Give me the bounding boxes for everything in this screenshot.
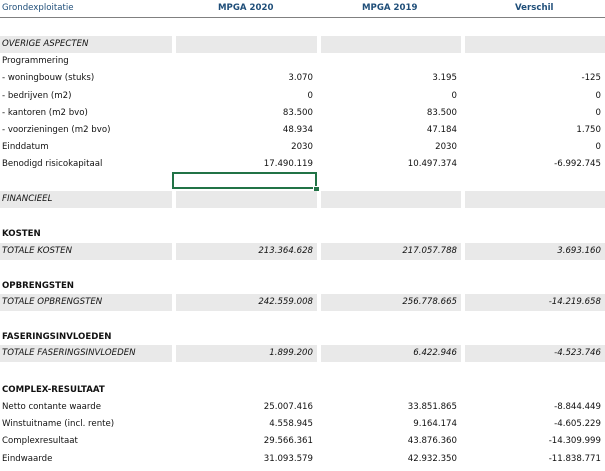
cell-label[interactable]: Eindwaarde	[2, 454, 53, 464]
table-row-netto-contante-waarde: Netto contante waarde 25.007.416 33.851.…	[0, 399, 605, 416]
cell-mpga-2020[interactable]: 83.500	[282, 108, 313, 118]
column-header-row: Grondexploitatie MPGA 2020 MPGA 2019 Ver…	[0, 0, 605, 17]
cell-verschil[interactable]	[461, 36, 605, 53]
cell-mpga-2019[interactable]: 217.057.788	[317, 243, 461, 260]
cell-mpga-2019[interactable]	[317, 36, 461, 53]
table-row-voorzieningen: - voorzieningen (m2 bvo) 48.934 47.184 1…	[0, 122, 605, 139]
cell-label[interactable]: Programmering	[2, 56, 69, 66]
cell-label[interactable]: Benodigd risicokapitaal	[2, 159, 103, 169]
cell-mpga-2020[interactable]: 213.364.628	[172, 243, 317, 260]
cell-mpga-2019[interactable]	[317, 191, 461, 208]
cell-verschil[interactable]: -14.309.999	[548, 436, 601, 446]
cell-mpga-2019[interactable]: 10.497.374	[407, 159, 457, 169]
cell-label[interactable]: - bedrijven (m2)	[2, 91, 72, 101]
cell-mpga-2020[interactable]	[172, 191, 317, 208]
table-row-totale-faseringsinvloeden: TOTALE FASERINGSINVLOEDEN 1.899.200 6.42…	[0, 345, 605, 362]
cell-verschil[interactable]: 0	[595, 91, 601, 101]
cell-mpga-2020[interactable]: 242.559.008	[172, 294, 317, 311]
table-row-totale-opbrengsten: TOTALE OPBRENGSTEN 242.559.008 256.778.6…	[0, 294, 605, 311]
table-row-woningbouw: - woningbouw (stuks) 3.070 3.195 -125	[0, 70, 605, 87]
table-row-einddatum: Einddatum 2030 2030 0	[0, 139, 605, 156]
cell-verschil[interactable]: -6.992.745	[554, 159, 601, 169]
cell-mpga-2020[interactable]: 31.093.579	[263, 454, 313, 464]
cell-mpga-2020[interactable]: 29.566.361	[263, 436, 313, 446]
selected-cell[interactable]	[172, 172, 317, 189]
cell-mpga-2020[interactable]: 3.070	[288, 73, 313, 83]
cell-label[interactable]: FASERINGSINVLOEDEN	[2, 332, 112, 342]
cell-mpga-2020[interactable]: 2030	[291, 142, 313, 152]
section-heading-complex-resultaat: COMPLEX-RESULTAAT	[0, 382, 605, 399]
cell-label[interactable]: - woningbouw (stuks)	[2, 73, 95, 83]
cell-mpga-2020[interactable]: 4.558.945	[269, 419, 313, 429]
cell-mpga-2020[interactable]	[172, 53, 317, 70]
cell-verschil[interactable]: 0	[595, 142, 601, 152]
cell-verschil[interactable]: -8.844.449	[554, 402, 601, 412]
cell-mpga-2019[interactable]: 43.876.360	[407, 436, 457, 446]
cell-verschil[interactable]: 3.693.160	[461, 243, 605, 260]
cell-mpga-2019[interactable]: 256.778.665	[317, 294, 461, 311]
header-mpga-2019[interactable]: MPGA 2019	[362, 3, 418, 13]
table-row-complexresultaat: Complexresultaat 29.566.361 43.876.360 -…	[0, 433, 605, 450]
cell-label[interactable]: TOTALE OPBRENGSTEN	[0, 294, 172, 311]
cell-mpga-2019[interactable]: 0	[451, 91, 457, 101]
cell-verschil[interactable]: -4.523.746	[461, 345, 605, 362]
cell-mpga-2019[interactable]: 33.851.865	[407, 402, 457, 412]
cell-mpga-2020[interactable]	[172, 36, 317, 53]
cell-mpga-2019[interactable]: 47.184	[426, 125, 457, 135]
cell-label[interactable]: KOSTEN	[2, 229, 41, 239]
cell-label[interactable]: Einddatum	[2, 142, 49, 152]
cell-mpga-2020[interactable]: 48.934	[282, 125, 313, 135]
cell-label[interactable]: OVERIGE ASPECTEN	[0, 36, 172, 53]
header-verschil[interactable]: Verschil	[515, 3, 554, 13]
cell-label[interactable]: FINANCIEEL	[0, 191, 172, 208]
cell-mpga-2019[interactable]: 83.500	[426, 108, 457, 118]
cell-mpga-2019[interactable]: 2030	[435, 142, 457, 152]
header-mpga-2020[interactable]: MPGA 2020	[218, 3, 274, 13]
header-divider	[0, 17, 605, 18]
table-row-bedrijven: - bedrijven (m2) 0 0 0	[0, 88, 605, 105]
cell-mpga-2020[interactable]: 17.490.119	[263, 159, 313, 169]
section-heading-faseringsinvloeden: FASERINGSINVLOEDEN	[0, 329, 605, 346]
section-heading-opbrengsten: OPBRENGSTEN	[0, 278, 605, 295]
section-row-overige-aspecten: OVERIGE ASPECTEN	[0, 36, 605, 53]
cell-label[interactable]: Complexresultaat	[2, 436, 78, 446]
cell-mpga-2020[interactable]: 25.007.416	[263, 402, 313, 412]
cell-label[interactable]: - kantoren (m2 bvo)	[2, 108, 88, 118]
cell-mpga-2019[interactable]: 42.932.350	[407, 454, 457, 464]
cell-label[interactable]: - voorzieningen (m2 bvo)	[2, 125, 111, 135]
cell-mpga-2020[interactable]: 0	[307, 91, 313, 101]
table-row-kantoren: - kantoren (m2 bvo) 83.500 83.500 0	[0, 105, 605, 122]
table-row-winstuitname: Winstuitname (incl. rente) 4.558.945 9.1…	[0, 416, 605, 433]
section-row-financieel: FINANCIEEL	[0, 191, 605, 208]
cell-verschil[interactable]: 0	[595, 108, 601, 118]
cell-verschil[interactable]: -125	[581, 73, 601, 83]
cell-verschil[interactable]: -4.605.229	[554, 419, 601, 429]
cell-verschil[interactable]	[461, 191, 605, 208]
cell-mpga-2019[interactable]	[317, 53, 461, 70]
table-row-totale-kosten: TOTALE KOSTEN 213.364.628 217.057.788 3.…	[0, 243, 605, 260]
table-row-programmering: Programmering	[0, 53, 605, 70]
cell-verschil[interactable]: 1.750	[576, 125, 601, 135]
cell-label[interactable]: TOTALE FASERINGSINVLOEDEN	[0, 345, 172, 362]
table-row-risicokapitaal: Benodigd risicokapitaal 17.490.119 10.49…	[0, 156, 605, 173]
cell-label[interactable]: OPBRENGSTEN	[2, 281, 75, 291]
header-grondexploitatie[interactable]: Grondexploitatie	[2, 3, 74, 13]
cell-verschil[interactable]	[461, 53, 605, 70]
table-row-eindwaarde: Eindwaarde 31.093.579 42.932.350 -11.838…	[0, 451, 605, 468]
cell-label[interactable]: Winstuitname (incl. rente)	[2, 419, 115, 429]
cell-label[interactable]: TOTALE KOSTEN	[0, 243, 172, 260]
cell-label[interactable]: Netto contante waarde	[2, 402, 102, 412]
cell-mpga-2019[interactable]: 3.195	[432, 73, 457, 83]
section-heading-kosten: KOSTEN	[0, 226, 605, 243]
cell-mpga-2019[interactable]: 9.164.174	[413, 419, 457, 429]
cell-mpga-2019[interactable]: 6.422.946	[317, 345, 461, 362]
cell-verschil[interactable]: -11.838.771	[548, 454, 601, 464]
cell-verschil[interactable]: -14.219.658	[461, 294, 605, 311]
cell-mpga-2020[interactable]: 1.899.200	[172, 345, 317, 362]
cell-label[interactable]: COMPLEX-RESULTAAT	[2, 385, 105, 395]
